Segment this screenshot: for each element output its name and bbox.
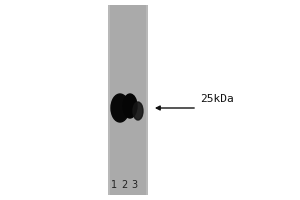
Ellipse shape [111,94,129,122]
Bar [110,5,146,195]
Ellipse shape [123,94,137,118]
Text: 25kDa: 25kDa [200,94,234,104]
Bar [108,5,148,195]
Ellipse shape [133,102,143,120]
Text: 2: 2 [121,180,127,190]
Text: 1: 1 [111,180,117,190]
Text: 3: 3 [131,180,137,190]
